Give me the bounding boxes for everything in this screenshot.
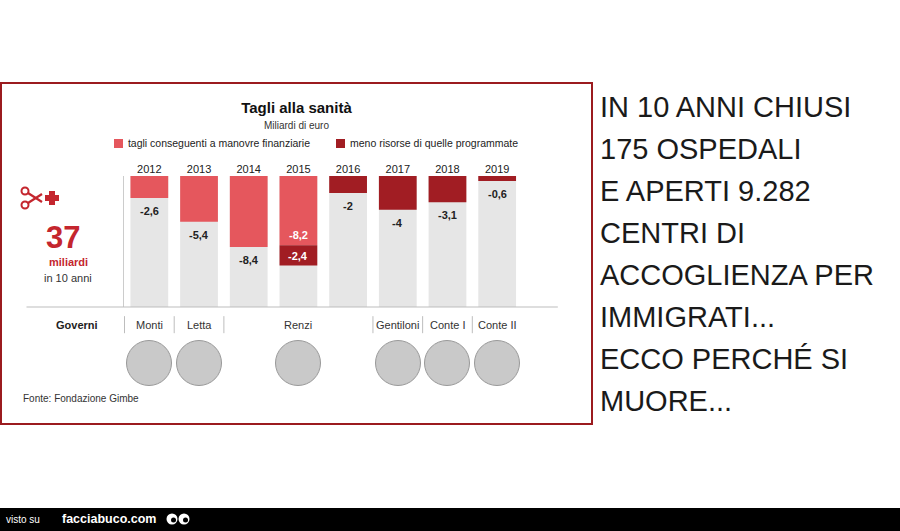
svg-text:-2,4: -2,4 bbox=[288, 250, 308, 262]
svg-text:2017: 2017 bbox=[386, 163, 410, 175]
svg-text:-0,6: -0,6 bbox=[488, 188, 507, 200]
html-text:tagli conseguenti a manovre fi: tagli conseguenti a manovre finanziarie bbox=[127, 137, 310, 149]
html-text:175 OSPEDALI: 175 OSPEDALI bbox=[600, 133, 802, 165]
svg-text:-3,1: -3,1 bbox=[438, 209, 457, 221]
svg-text:2015: 2015 bbox=[286, 163, 310, 175]
html-text:Tagli alla sanità: Tagli alla sanità bbox=[241, 99, 352, 116]
html-text:miliardi: miliardi bbox=[49, 256, 89, 268]
html-text:in 10 anni: in 10 anni bbox=[44, 272, 92, 284]
svg-text:Governi: Governi bbox=[56, 319, 98, 331]
svg-text:2012: 2012 bbox=[137, 163, 161, 175]
html-text:ECCO PERCHÉ SI: ECCO PERCHÉ SI bbox=[600, 343, 849, 375]
svg-text:Conte II: Conte II bbox=[478, 319, 517, 331]
svg-text:-5,4: -5,4 bbox=[189, 229, 209, 241]
svg-text:-2,6: -2,6 bbox=[140, 205, 159, 217]
svg-text:-8,4: -8,4 bbox=[239, 254, 259, 266]
svg-text:Letta: Letta bbox=[187, 319, 212, 331]
html-text:visto su: visto su bbox=[6, 514, 40, 525]
svg-text:Conte I: Conte I bbox=[430, 319, 465, 331]
html-text:IMMIGRATI...: IMMIGRATI... bbox=[600, 301, 776, 333]
html-text:MUORE...: MUORE... bbox=[600, 385, 733, 417]
svg-text:2018: 2018 bbox=[435, 163, 459, 175]
svg-text:2013: 2013 bbox=[187, 163, 211, 175]
html-text:facciabuco.com: facciabuco.com bbox=[62, 512, 157, 526]
svg-text:-4: -4 bbox=[392, 217, 403, 229]
svg-text:-2: -2 bbox=[343, 200, 353, 212]
svg-text:-8,2: -8,2 bbox=[289, 229, 308, 241]
html-text:Miliardi di euro: Miliardi di euro bbox=[264, 120, 329, 131]
svg-text:2019: 2019 bbox=[485, 163, 509, 175]
svg-text:Renzi: Renzi bbox=[284, 319, 312, 331]
html-text:CENTRI DI: CENTRI DI bbox=[600, 217, 745, 249]
svg-text:Gentiloni: Gentiloni bbox=[376, 319, 419, 331]
html-text:IN 10 ANNI CHIUSI: IN 10 ANNI CHIUSI bbox=[600, 91, 852, 123]
svg-text:Monti: Monti bbox=[136, 319, 163, 331]
html-text:E APERTI 9.282: E APERTI 9.282 bbox=[600, 175, 811, 207]
svg-text:2014: 2014 bbox=[236, 163, 260, 175]
html-text:37: 37 bbox=[46, 220, 81, 255]
svg-text:2016: 2016 bbox=[336, 163, 360, 175]
html-text:meno risorse di quelle program: meno risorse di quelle programmate bbox=[350, 137, 519, 149]
html-text:Fonte: Fondazione Gimbe: Fonte: Fondazione Gimbe bbox=[23, 393, 139, 404]
html-text:ACCOGLIENZA PER: ACCOGLIENZA PER bbox=[600, 259, 874, 291]
